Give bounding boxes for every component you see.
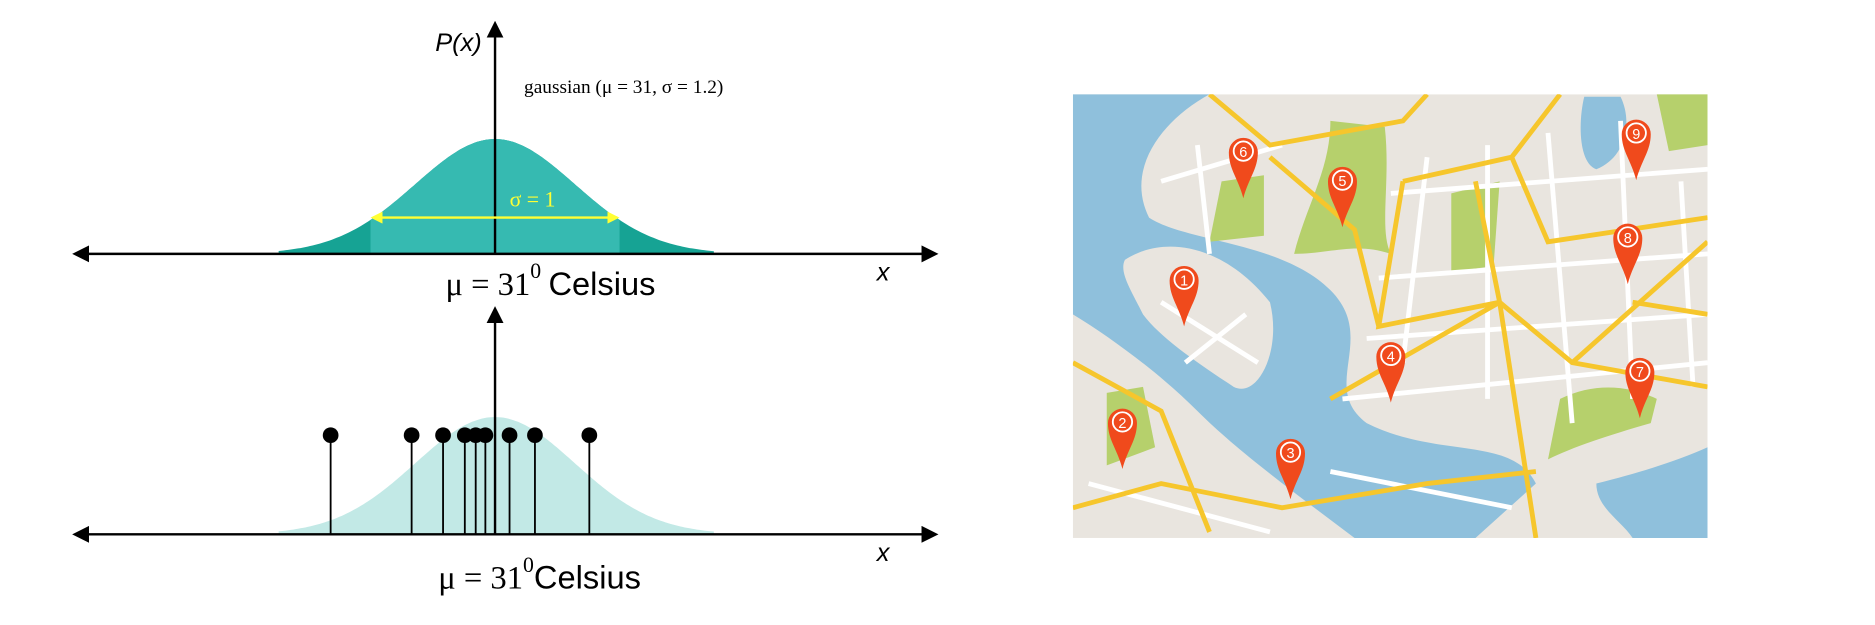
sample-point <box>322 427 339 444</box>
pin-badge <box>1232 140 1254 162</box>
sample-point <box>456 427 473 444</box>
pin-label: 2 <box>1118 416 1126 432</box>
pin-label: 8 <box>1624 231 1632 247</box>
pin-badge <box>1331 169 1354 191</box>
mean-label: μ = 310Celsius <box>438 553 641 597</box>
map-pin: 4 <box>1376 342 1406 403</box>
unit: Celsius <box>534 559 641 596</box>
map-pin: 3 <box>1275 438 1306 500</box>
pin-label: 3 <box>1286 446 1294 462</box>
sigma-label: σ = 1 <box>510 188 556 212</box>
map-pin: 5 <box>1327 166 1357 228</box>
pin-badge <box>1173 268 1195 290</box>
y-label: P(x) <box>435 29 482 57</box>
map-pin: 6 <box>1228 137 1258 199</box>
pin-label: 1 <box>1180 273 1188 289</box>
pin-badge <box>1625 122 1647 144</box>
streets <box>1087 120 1708 535</box>
roads <box>1072 94 1708 538</box>
pins: 1 2 3 4 5 6 7 8 9 <box>1107 119 1655 500</box>
pin-badge <box>1380 344 1402 366</box>
sample-plot: x μ = 310Celsius <box>72 306 939 597</box>
sample-point <box>581 427 598 444</box>
pin-badge <box>1617 226 1639 248</box>
pin-label: 4 <box>1387 349 1395 365</box>
island <box>1123 246 1274 389</box>
legend: gaussian (μ = 31, σ = 1.2) <box>524 77 723 98</box>
lake <box>1580 96 1627 170</box>
sample-point <box>403 427 420 444</box>
unit: Celsius <box>548 265 655 302</box>
gaussian-plot: P(x) gaussian (μ = 31, σ = 1.2) σ = 1 x … <box>72 20 939 303</box>
map-pin: 7 <box>1625 357 1655 419</box>
pin-badge <box>1111 411 1134 433</box>
map-pin: 1 <box>1169 265 1199 327</box>
mean-label: μ = 310 Celsius <box>445 259 655 303</box>
sample-point <box>435 427 451 444</box>
pin-label: 9 <box>1632 127 1640 143</box>
superscript: 0 <box>523 553 534 577</box>
x-label: x <box>875 258 891 286</box>
pin-badge <box>1629 360 1651 382</box>
map: 1 2 3 4 5 6 7 8 9 <box>1072 94 1708 538</box>
superscript: 0 <box>530 259 541 283</box>
sample-point <box>477 427 494 444</box>
mean-text: μ = 31 <box>438 561 523 597</box>
pin-badge <box>1279 441 1302 463</box>
sample-point <box>501 427 518 444</box>
park <box>1656 94 1708 152</box>
park <box>1209 175 1264 242</box>
pin-label: 5 <box>1338 174 1346 190</box>
river <box>1072 94 1536 538</box>
map-pin: 8 <box>1613 223 1643 285</box>
mean-text: μ = 31 <box>445 267 530 303</box>
pin-label: 6 <box>1239 145 1247 161</box>
park <box>1547 387 1657 460</box>
map-pin: 9 <box>1621 119 1651 181</box>
pin-label: 7 <box>1636 365 1644 381</box>
sample-point <box>527 427 543 444</box>
map-pin: 2 <box>1107 408 1137 470</box>
x-label: x <box>875 539 891 567</box>
lake <box>1596 447 1708 538</box>
